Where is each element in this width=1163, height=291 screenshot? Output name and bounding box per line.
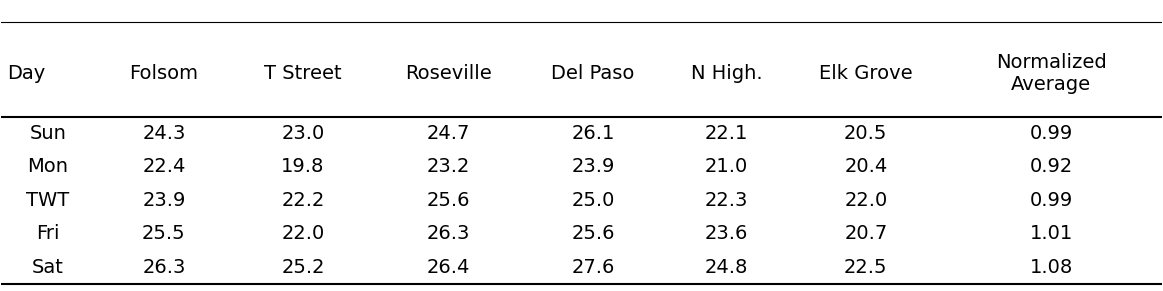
Text: 24.7: 24.7 <box>427 124 470 143</box>
Text: Elk Grove: Elk Grove <box>819 64 913 83</box>
Text: 22.5: 22.5 <box>844 258 887 277</box>
Text: 26.4: 26.4 <box>427 258 470 277</box>
Text: 27.6: 27.6 <box>571 258 615 277</box>
Text: 25.5: 25.5 <box>142 224 186 243</box>
Text: 23.9: 23.9 <box>142 191 186 210</box>
Text: 20.5: 20.5 <box>844 124 887 143</box>
Text: 1.08: 1.08 <box>1029 258 1073 277</box>
Text: 25.0: 25.0 <box>571 191 615 210</box>
Text: 0.92: 0.92 <box>1029 157 1073 176</box>
Text: Mon: Mon <box>27 157 69 176</box>
Text: 22.0: 22.0 <box>844 191 887 210</box>
Text: Sat: Sat <box>31 258 64 277</box>
Text: TWT: TWT <box>27 191 70 210</box>
Text: 0.99: 0.99 <box>1029 191 1073 210</box>
Text: 26.3: 26.3 <box>142 258 186 277</box>
Text: 22.2: 22.2 <box>281 191 324 210</box>
Text: Folsom: Folsom <box>129 64 199 83</box>
Text: Fri: Fri <box>36 224 59 243</box>
Text: 24.3: 24.3 <box>142 124 186 143</box>
Text: Day: Day <box>7 64 45 83</box>
Text: 26.1: 26.1 <box>571 124 615 143</box>
Text: 20.7: 20.7 <box>844 224 887 243</box>
Text: 1.01: 1.01 <box>1029 224 1073 243</box>
Text: 21.0: 21.0 <box>705 157 748 176</box>
Text: 23.9: 23.9 <box>571 157 615 176</box>
Text: 22.3: 22.3 <box>705 191 748 210</box>
Text: T Street: T Street <box>264 64 342 83</box>
Text: 23.2: 23.2 <box>427 157 470 176</box>
Text: 23.0: 23.0 <box>281 124 324 143</box>
Text: 25.6: 25.6 <box>427 191 470 210</box>
Text: Roseville: Roseville <box>405 64 492 83</box>
Text: 25.2: 25.2 <box>281 258 324 277</box>
Text: 24.8: 24.8 <box>705 258 748 277</box>
Text: 22.0: 22.0 <box>281 224 324 243</box>
Text: 0.99: 0.99 <box>1029 124 1073 143</box>
Text: Sun: Sun <box>29 124 66 143</box>
Text: 23.6: 23.6 <box>705 224 748 243</box>
Text: 26.3: 26.3 <box>427 224 470 243</box>
Text: N High.: N High. <box>691 64 762 83</box>
Text: Normalized
Average: Normalized Average <box>996 53 1107 94</box>
Text: 22.1: 22.1 <box>705 124 748 143</box>
Text: 22.4: 22.4 <box>142 157 186 176</box>
Text: 20.4: 20.4 <box>844 157 887 176</box>
Text: 19.8: 19.8 <box>281 157 324 176</box>
Text: 25.6: 25.6 <box>571 224 615 243</box>
Text: Del Paso: Del Paso <box>551 64 635 83</box>
